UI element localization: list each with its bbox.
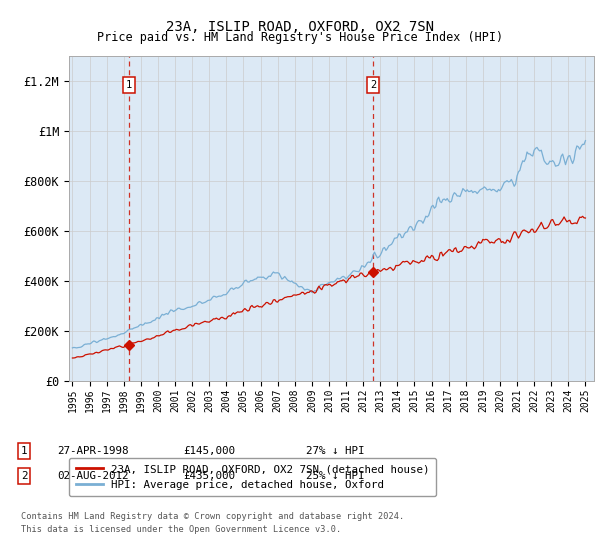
Text: 1: 1 bbox=[21, 446, 28, 456]
Text: 1: 1 bbox=[126, 80, 133, 90]
Text: Price paid vs. HM Land Registry's House Price Index (HPI): Price paid vs. HM Land Registry's House … bbox=[97, 31, 503, 44]
Text: Contains HM Land Registry data © Crown copyright and database right 2024.
This d: Contains HM Land Registry data © Crown c… bbox=[21, 512, 404, 534]
Legend: 23A, ISLIP ROAD, OXFORD, OX2 7SN (detached house), HPI: Average price, detached : 23A, ISLIP ROAD, OXFORD, OX2 7SN (detach… bbox=[69, 458, 436, 496]
Text: 2: 2 bbox=[370, 80, 376, 90]
Text: £145,000: £145,000 bbox=[183, 446, 235, 456]
Text: 25% ↓ HPI: 25% ↓ HPI bbox=[306, 471, 365, 481]
Text: 27-APR-1998: 27-APR-1998 bbox=[57, 446, 128, 456]
Text: 27% ↓ HPI: 27% ↓ HPI bbox=[306, 446, 365, 456]
Text: 2: 2 bbox=[21, 471, 28, 481]
Text: £435,000: £435,000 bbox=[183, 471, 235, 481]
Text: 23A, ISLIP ROAD, OXFORD, OX2 7SN: 23A, ISLIP ROAD, OXFORD, OX2 7SN bbox=[166, 20, 434, 34]
Text: 02-AUG-2012: 02-AUG-2012 bbox=[57, 471, 128, 481]
